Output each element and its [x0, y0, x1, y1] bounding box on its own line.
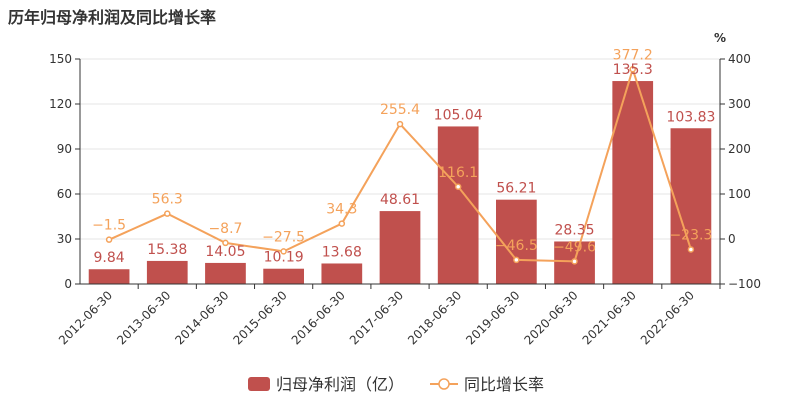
- growth-point: [454, 183, 462, 191]
- y-right-tick-label: 100: [728, 187, 751, 201]
- y-left-tick-label: 120: [49, 97, 72, 111]
- growth-value-label: 56.3: [152, 192, 183, 208]
- bar: [263, 268, 304, 284]
- bar-value-label: 135.3: [613, 62, 653, 78]
- y-left-tick-label: 90: [57, 142, 72, 156]
- bar-value-label: 15.38: [147, 242, 187, 258]
- legend-line-marker[interactable]: [438, 378, 450, 390]
- growth-point: [571, 258, 578, 265]
- bar-value-label: 105.04: [434, 107, 483, 123]
- chart-title: 历年归母净利润及同比增长率: [8, 8, 217, 27]
- x-tick-label: 2014-06-30: [172, 288, 231, 347]
- bar-value-label: 56.21: [496, 181, 536, 197]
- y-right-tick-label: 300: [728, 97, 751, 111]
- legend-bar-label[interactable]: 归母净利润（亿）: [276, 375, 404, 394]
- x-tick-label: 2019-06-30: [463, 288, 522, 347]
- data-labels: 9.84 15.38 14.05 10.19 13.68 48.61 105.04 56.21…: [92, 47, 715, 266]
- growth-value-label: −49.6: [553, 239, 596, 255]
- x-tick-label: 2020-06-30: [521, 288, 580, 347]
- y-left-tick-label: 60: [57, 187, 72, 201]
- growth-point: [222, 239, 229, 247]
- bar-value-label: 13.68: [322, 244, 362, 260]
- growth-point: [629, 66, 636, 73]
- x-tick-label: 2013-06-30: [114, 288, 173, 347]
- bar: [321, 263, 363, 284]
- growth-value-label: −23.3: [669, 227, 712, 243]
- x-tick-label: 2012-06-30: [56, 288, 115, 347]
- bar-value-label: 28.35: [554, 222, 594, 238]
- x-tick-label: 2015-06-30: [231, 288, 290, 347]
- growth-value-label: −27.5: [262, 229, 305, 245]
- bar: [88, 269, 130, 284]
- bars: [88, 81, 712, 284]
- bar: [379, 211, 421, 284]
- growth-point: [280, 248, 287, 255]
- growth-point: [687, 246, 695, 253]
- growth-value-label: 255.4: [380, 102, 420, 118]
- bar-value-label: 103.83: [666, 109, 715, 125]
- x-tick-label: 2022-06-30: [638, 288, 697, 347]
- legend: 归母净利润（亿） 同比增长率: [248, 375, 544, 394]
- bar-value-label: 10.19: [264, 250, 304, 266]
- growth-value-label: −8.7: [208, 221, 242, 237]
- axes: 0 30 60 90 120 150 −100 0 100 200 300 400% 2012-06-3…: [49, 31, 761, 347]
- y-right-tick-label: 0: [728, 232, 736, 246]
- growth-value-label: 116.1: [438, 165, 478, 181]
- growth-value-label: −46.5: [495, 238, 538, 254]
- growth-point: [513, 256, 520, 264]
- bar-value-label: 9.84: [94, 250, 125, 266]
- x-tick-label: 2021-06-30: [580, 288, 639, 347]
- y-left-tick-label: 150: [49, 52, 72, 66]
- y-right-tick-label: 200: [728, 142, 751, 156]
- bar: [146, 260, 188, 284]
- bar-value-label: 48.61: [380, 192, 420, 208]
- growth-value-label: 34.3: [326, 202, 357, 218]
- y-left-tick-label: 0: [64, 277, 72, 291]
- x-tick-label: 2016-06-30: [289, 288, 348, 347]
- growth-point: [396, 120, 404, 128]
- y-right-unit: %: [714, 31, 726, 45]
- y-left-tick-label: 30: [57, 232, 72, 246]
- bar-value-label: 14.05: [205, 244, 245, 260]
- growth-value-label: 377.2: [613, 47, 653, 63]
- growth-point: [105, 236, 113, 243]
- growth-point: [338, 220, 346, 227]
- y-right-tick-label: −100: [728, 277, 761, 291]
- legend-line-label[interactable]: 同比增长率: [464, 375, 544, 394]
- x-tick-label: 2017-06-30: [347, 288, 406, 347]
- bar: [205, 262, 246, 284]
- growth-value-label: −1.5: [92, 218, 126, 234]
- y-right-tick-label: 400: [728, 52, 751, 66]
- growth-point: [164, 210, 171, 217]
- growth-line: [105, 65, 695, 265]
- x-tick-label: 2018-06-30: [405, 288, 464, 347]
- legend-bar-swatch[interactable]: [248, 377, 270, 391]
